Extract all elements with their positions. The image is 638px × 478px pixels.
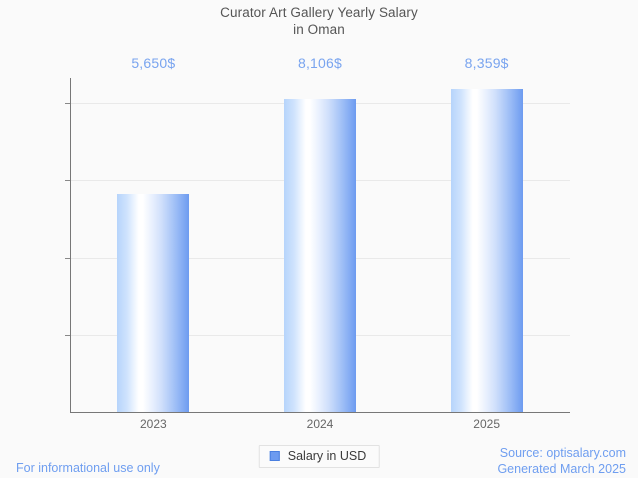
bar-value-label-2024: 8,106$ — [297, 55, 343, 71]
y-axis-tickmark — [65, 180, 70, 182]
legend-label-salary-in-usd: Salary in USD — [287, 449, 367, 463]
legend-swatch-salary-in-usd — [269, 451, 280, 461]
y-axis-tickmark — [65, 257, 70, 259]
generated-date-text: Generated March 2025 — [497, 461, 626, 476]
bar-value-label-2023: 5,650$ — [131, 55, 176, 71]
source-attribution: Source: optisalary.com Generated March 2… — [497, 446, 626, 477]
chart-title: Curator Art Gallery Yearly Salary in Oma… — [0, 4, 638, 38]
chart-title-line-2: in Oman — [293, 22, 345, 37]
y-axis-tickmark — [65, 334, 70, 336]
bar-2025[interactable] — [450, 89, 523, 412]
x-axis-line — [70, 412, 570, 413]
bar-2023[interactable] — [117, 193, 190, 412]
source-text: Source: optisalary.com — [499, 446, 626, 460]
chart-title-line-1: Curator Art Gallery Yearly Salary — [220, 5, 418, 20]
disclaimer-text: For informational use only — [16, 461, 160, 475]
bar-2024[interactable] — [284, 98, 356, 412]
x-axis-tick-label-2024: 2024 — [306, 417, 334, 431]
x-axis-tick-label-2023: 2023 — [139, 417, 167, 431]
y-axis-line — [70, 78, 71, 413]
bar-value-label-2025: 8,359$ — [464, 55, 509, 71]
x-axis-tick-label-2025: 2025 — [473, 417, 500, 431]
chart-legend[interactable]: Salary in USD — [258, 445, 380, 468]
y-axis-tickmark — [65, 103, 70, 104]
